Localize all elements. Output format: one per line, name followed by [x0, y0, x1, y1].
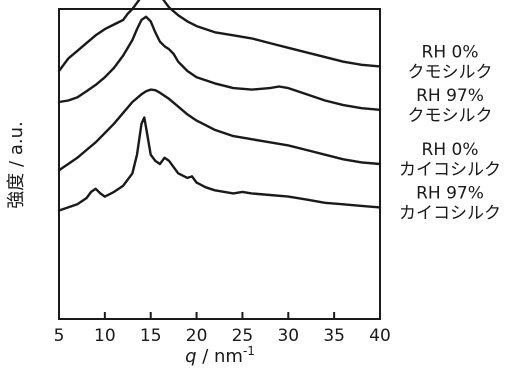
series-label-3-line-2: カイコシルク: [399, 160, 501, 180]
x-tick-label-40: 40: [369, 326, 391, 346]
x-tick-label-30: 30: [277, 326, 299, 346]
series-line-1: [57, 0, 382, 73]
series-label-2-line-2: クモシルク: [408, 106, 493, 126]
series-line-2: [57, 15, 382, 111]
series-label-3-line-1: RH 0%: [422, 140, 479, 160]
series-curves: [57, 0, 382, 212]
x-tick-label-35: 35: [323, 326, 345, 346]
series-label-1-line-1: RH 0%: [422, 42, 479, 62]
x-tick-label-15: 15: [140, 326, 162, 346]
series-label-4: RH 97%カイコシルク: [399, 183, 501, 223]
series-label-1: RH 0%クモシルク: [408, 42, 493, 82]
y-axis-title: 強度 / a.u.: [6, 121, 27, 208]
series-label-1-line-2: クモシルク: [408, 62, 493, 82]
series-label-3: RH 0%カイコシルク: [399, 140, 501, 180]
x-tick-label-25: 25: [232, 326, 254, 346]
x-tick-label-20: 20: [186, 326, 208, 346]
series-label-2: RH 97%クモシルク: [408, 86, 493, 126]
x-axis-title: q / nm-1: [185, 344, 255, 367]
plot-frame: [58, 8, 381, 320]
series-label-2-line-1: RH 97%: [416, 86, 484, 106]
x-axis-title-variable: q: [185, 346, 196, 367]
x-axis-title-exponent: -1: [243, 344, 255, 358]
x-tick-label-5: 5: [54, 326, 65, 346]
series-label-4-line-1: RH 97%: [416, 183, 484, 203]
series-label-4-line-2: カイコシルク: [399, 203, 501, 223]
x-axis-ticks: [103, 312, 336, 319]
x-tick-label-10: 10: [94, 326, 116, 346]
series-line-3: [57, 88, 382, 172]
x-axis-title-unit: / nm: [197, 346, 243, 367]
series-line-4: [57, 116, 382, 212]
x-axis-tick-labels: 5 10 15 20 25 30 35 40: [54, 326, 391, 346]
